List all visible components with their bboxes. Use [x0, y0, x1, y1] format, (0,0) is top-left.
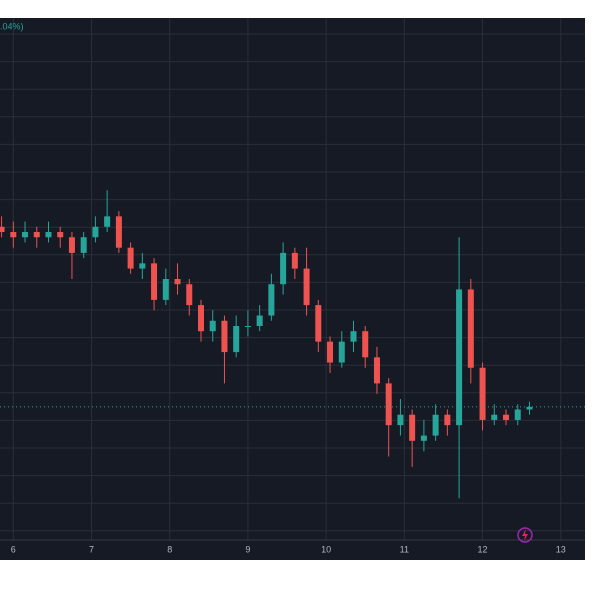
candle-body — [244, 325, 251, 327]
candle-body — [338, 341, 345, 363]
candle-body — [57, 232, 64, 238]
candle-body — [491, 414, 498, 420]
candle-body — [291, 252, 298, 269]
candle-body — [68, 237, 75, 253]
candle-body — [362, 331, 369, 358]
candle-body — [186, 284, 193, 306]
x-tick-label: 7 — [89, 544, 94, 554]
candle-body — [503, 414, 510, 420]
candle-body — [327, 341, 334, 363]
candle-body — [456, 289, 463, 426]
x-tick-label: 6 — [11, 544, 16, 554]
candle-body — [174, 279, 181, 285]
x-tick-label: 8 — [167, 544, 172, 554]
alert-icon[interactable] — [517, 527, 533, 543]
candle-body — [127, 247, 134, 269]
candle-body — [303, 268, 310, 306]
candle-body — [139, 263, 146, 269]
candle-body — [162, 279, 169, 300]
grid — [0, 18, 585, 540]
candle-body — [373, 357, 380, 384]
candle-body — [151, 263, 158, 300]
candle-body — [268, 284, 275, 316]
candle-body — [197, 305, 204, 332]
candle-body — [33, 232, 40, 238]
candle-body — [80, 237, 87, 253]
candle-body — [209, 320, 216, 332]
candle-body — [104, 216, 111, 227]
candle-body — [514, 409, 521, 420]
x-tick-label: 13 — [556, 544, 566, 554]
candle-body — [315, 305, 322, 342]
candle-body — [92, 226, 99, 238]
candle-body — [221, 320, 228, 353]
x-tick-label: 11 — [400, 544, 409, 554]
x-tick-label: 9 — [245, 544, 250, 554]
legend-text: .04%) — [0, 21, 24, 31]
candle-body — [420, 435, 427, 441]
candle-body — [479, 367, 486, 420]
candle-body — [385, 383, 392, 426]
x-tick-label: 10 — [321, 544, 331, 554]
candle-body — [45, 232, 52, 238]
candle-body — [22, 232, 29, 238]
candle-body — [444, 414, 451, 426]
candle-body — [409, 414, 416, 441]
candle-body — [432, 414, 439, 436]
candle-body — [467, 289, 474, 368]
candle-body — [0, 226, 5, 233]
chart-background — [0, 18, 585, 560]
candle-body — [115, 216, 122, 248]
candle-body — [256, 315, 263, 326]
candle-body — [526, 406, 533, 410]
candle-body — [397, 414, 404, 426]
candle-body — [280, 252, 287, 285]
candle-body — [233, 325, 240, 353]
x-tick-label: 12 — [478, 544, 488, 554]
candle-body — [350, 331, 357, 342]
candle-body — [10, 232, 17, 238]
